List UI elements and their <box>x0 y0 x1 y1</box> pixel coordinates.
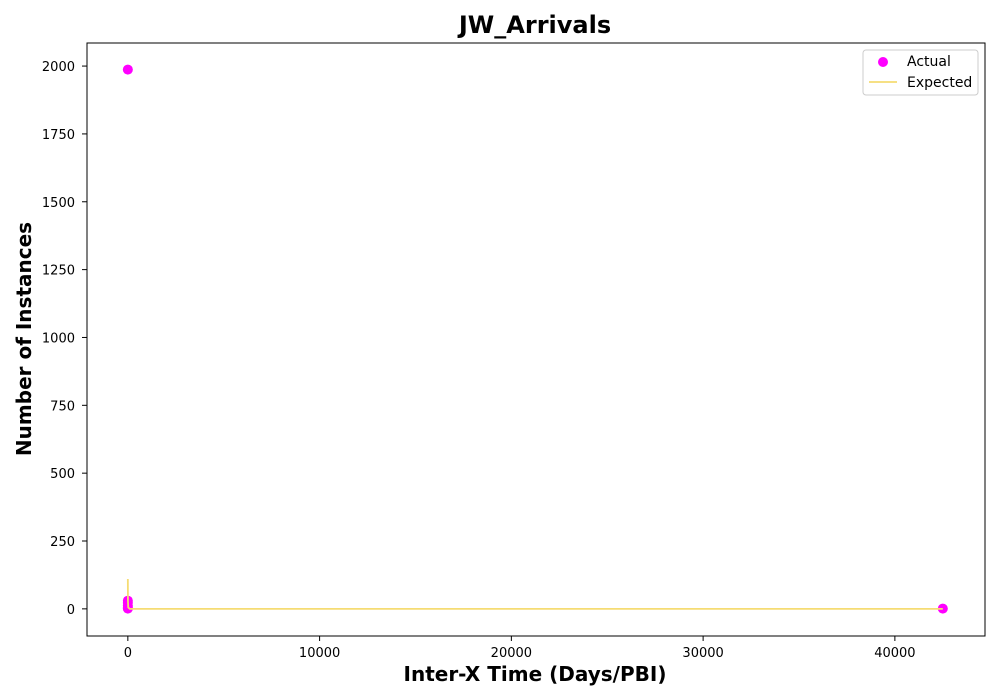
legend-label-expected: Expected <box>907 75 972 91</box>
x-tick-label: 40000 <box>874 646 915 661</box>
y-axis-ticks: 0 250 500 750 1000 1250 1500 1750 2000 <box>42 60 87 618</box>
y-axis-title: Number of Instances <box>12 222 36 456</box>
actual-point <box>937 603 948 614</box>
legend-label-actual: Actual <box>907 54 951 70</box>
y-tick-label: 1000 <box>42 331 75 346</box>
x-tick-label: 0 <box>124 646 132 661</box>
series-layer <box>122 64 948 614</box>
legend: Actual Expected <box>862 49 979 96</box>
expected-line <box>126 579 943 610</box>
y-tick-label: 2000 <box>42 60 75 75</box>
y-tick-label: 500 <box>50 467 75 482</box>
x-axis-ticks: 0 10000 20000 30000 40000 <box>124 636 916 661</box>
y-tick-label: 1500 <box>42 196 75 211</box>
x-axis-title: Inter-X Time (Days/PBI) <box>404 662 667 686</box>
chart-title: JW_Arrivals <box>457 11 611 39</box>
y-tick-label: 1750 <box>42 128 75 143</box>
plot-area-frame <box>86 42 986 637</box>
x-tick-label: 10000 <box>299 646 340 661</box>
legend-marker-actual <box>878 57 888 67</box>
x-tick-label: 30000 <box>682 646 723 661</box>
y-tick-label: 250 <box>50 535 75 550</box>
legend-box <box>862 49 979 96</box>
y-tick-label: 0 <box>67 603 75 618</box>
actual-point <box>122 603 133 614</box>
x-tick-label: 20000 <box>491 646 532 661</box>
y-tick-label: 1250 <box>42 264 75 279</box>
y-tick-label: 750 <box>50 399 75 414</box>
actual-point <box>122 64 133 75</box>
